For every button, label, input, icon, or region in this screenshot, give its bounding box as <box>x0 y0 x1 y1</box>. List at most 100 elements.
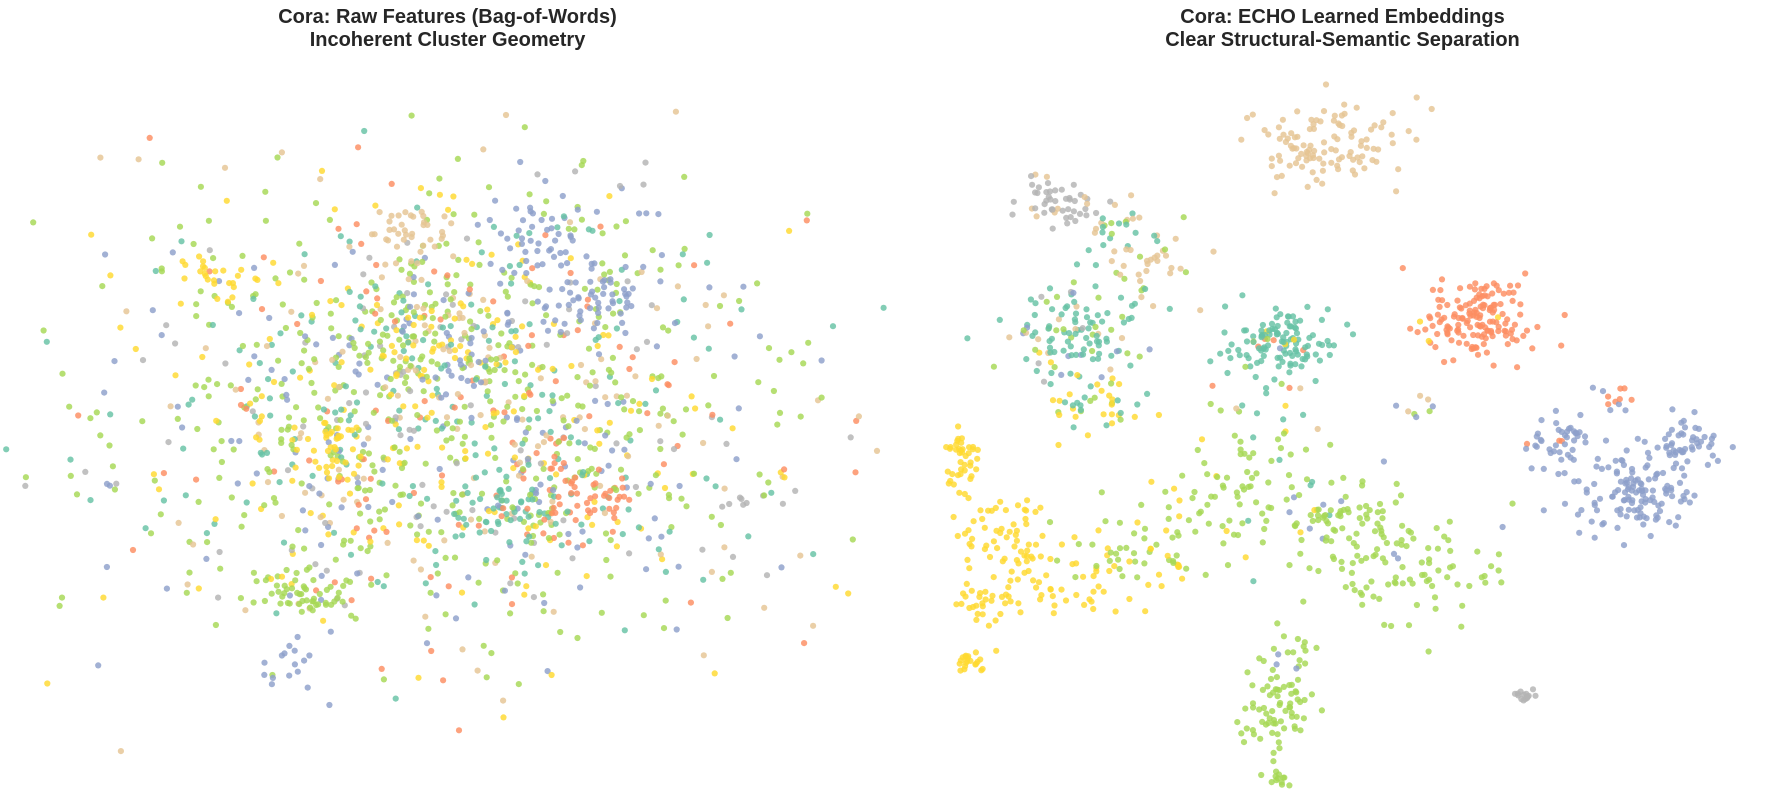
scatter-point <box>504 235 511 242</box>
scatter-point <box>357 545 364 552</box>
scatter-point <box>486 216 493 224</box>
scatter-point <box>1268 504 1275 512</box>
scatter-point <box>1263 385 1270 392</box>
scatter-point <box>592 480 599 487</box>
scatter-point <box>1221 329 1228 336</box>
scatter-point <box>1655 502 1662 509</box>
scatter-point <box>410 291 417 298</box>
scatter-point <box>1622 407 1629 414</box>
scatter-point <box>584 296 592 303</box>
scatter-point <box>383 572 390 579</box>
scatter-point <box>989 592 996 599</box>
scatter-point <box>1538 417 1545 424</box>
scatter-point <box>441 213 448 220</box>
scatter-point <box>294 633 301 641</box>
scatter-point <box>445 206 452 213</box>
scatter-point <box>978 667 985 674</box>
scatter-point <box>447 454 454 461</box>
scatter-point <box>364 359 371 366</box>
scatter-point <box>1459 314 1466 322</box>
scatter-point <box>692 405 699 412</box>
scatter-point <box>1286 562 1293 569</box>
scatter-point <box>107 272 114 279</box>
scatter-point <box>605 332 612 339</box>
scatter-point <box>490 298 497 305</box>
scatter-point <box>1103 335 1110 342</box>
scatter-point <box>268 681 275 688</box>
scatter-point <box>1268 320 1276 327</box>
scatter-point <box>598 356 605 363</box>
scatter-point <box>1561 500 1569 507</box>
scatter-point <box>1558 342 1565 349</box>
scatter-point <box>374 381 381 388</box>
scatter-point <box>535 366 542 373</box>
scatter-point <box>205 376 212 383</box>
scatter-point <box>467 402 474 409</box>
scatter-point <box>353 525 360 532</box>
scatter-point <box>550 504 557 511</box>
scatter-point <box>230 446 237 453</box>
scatter-point <box>706 231 713 239</box>
scatter-point <box>1300 715 1307 722</box>
scatter-point <box>560 213 568 220</box>
scatter-point <box>655 375 662 382</box>
scatter-point <box>487 422 495 429</box>
scatter-point <box>616 182 624 190</box>
scatter-point <box>953 441 960 448</box>
scatter-point <box>1234 719 1241 726</box>
scatter-point <box>22 482 29 489</box>
scatter-point <box>438 483 445 490</box>
scatter-point <box>338 359 345 366</box>
scatter-point <box>1275 363 1282 370</box>
scatter-point <box>1680 417 1687 424</box>
scatter-point <box>1477 323 1484 330</box>
scatter-point <box>1678 465 1686 472</box>
scatter-point <box>395 230 402 237</box>
scatter-point <box>683 503 690 510</box>
scatter-point <box>1086 340 1093 347</box>
scatter-point <box>1571 437 1578 444</box>
scatter-point <box>251 264 258 271</box>
scatter-point <box>607 573 614 580</box>
scatter-point <box>451 510 458 518</box>
scatter-point <box>185 401 192 408</box>
scatter-point <box>1031 311 1038 319</box>
scatter-point <box>1379 508 1386 515</box>
scatter-point <box>1256 655 1263 662</box>
scatter-point <box>451 289 458 296</box>
scatter-point <box>362 389 370 396</box>
scatter-point <box>1095 527 1102 534</box>
scatter-point <box>635 490 642 497</box>
scatter-point <box>962 659 970 667</box>
scatter-point <box>485 337 492 344</box>
scatter-point <box>1261 127 1268 134</box>
scatter-point <box>428 647 435 655</box>
scatter-point <box>483 674 490 681</box>
scatter-point <box>391 444 398 451</box>
scatter-point <box>279 593 286 600</box>
scatter-point <box>629 285 636 292</box>
scatter-point <box>413 303 420 311</box>
scatter-point <box>433 561 440 569</box>
scatter-point <box>1331 112 1338 119</box>
scatter-point <box>1091 394 1098 401</box>
scatter-point <box>1478 574 1485 581</box>
scatter-point <box>500 418 507 425</box>
scatter-point <box>1032 205 1039 212</box>
scatter-point <box>410 278 417 285</box>
scatter-point <box>330 529 338 536</box>
scatter-point <box>289 477 296 484</box>
scatter-point <box>278 512 285 520</box>
scatter-point <box>1617 506 1624 513</box>
scatter-point <box>1451 311 1458 318</box>
scatter-point <box>250 295 257 302</box>
scatter-point <box>444 420 451 427</box>
scatter-point <box>1158 583 1165 590</box>
scatter-point <box>342 383 349 390</box>
scatter-point <box>973 602 980 609</box>
scatter-point <box>481 528 488 535</box>
scatter-point <box>146 134 153 141</box>
scatter-point <box>521 124 528 131</box>
scatter-point <box>1270 720 1277 727</box>
scatter-point <box>977 656 984 663</box>
